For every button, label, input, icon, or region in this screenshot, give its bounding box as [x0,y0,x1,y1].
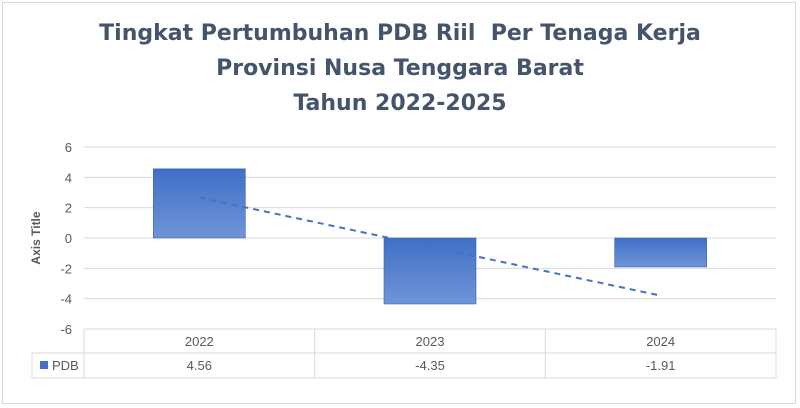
data-table-value: -1.91 [646,358,676,373]
data-table-value: -4.35 [415,358,445,373]
trendline-segment [199,196,661,297]
x-tick-label: 2022 [185,334,214,349]
y-tick-label: 2 [65,201,72,216]
bar [383,237,477,305]
chart-title-line-1: Tingkat Pertumbuhan PDB Riil Per Tenaga … [99,21,701,46]
y-tick-label: -4 [60,292,72,307]
y-tick-label: 0 [65,231,72,246]
y-tick-label: 6 [65,140,72,155]
axis-labels: 6 4 2 0 -2 -4 -6 Axis Title [29,140,72,337]
x-tick-label: 2024 [646,334,675,349]
bar [614,237,707,268]
data-table-value: 4.56 [187,358,212,373]
y-tick-label: 4 [65,170,72,185]
y-tick-label: -2 [60,261,72,276]
x-tick-label: 2023 [416,334,445,349]
chart-title-line-3: Tahun 2022-2025 [293,91,507,116]
bar-series [153,168,707,305]
y-tick-label: -6 [60,322,72,337]
trendline [199,196,661,297]
chart-title-line-2: Provinsi Nusa Tenggara Barat [216,56,584,81]
legend-swatch [40,361,48,369]
chart-title: Tingkat Pertumbuhan PDB Riil Per Tenaga … [0,16,800,121]
chart-area [2,2,796,404]
legend-label: PDB [52,358,79,373]
data-table: 2022 2023 2024 PDB 4.56 -4.35 -1.91 [31,328,777,379]
y-axis-title: Axis Title [29,211,43,264]
bar [153,168,246,239]
